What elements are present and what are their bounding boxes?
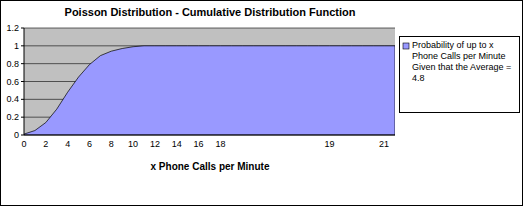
legend-box (400, 37, 520, 113)
chart-svg: 0 0.2 0.4 0.6 0.8 1 1.2 0 2 4 6 8 10 12 14 16 18 19 21 Pois… (0, 0, 523, 206)
area (24, 46, 395, 135)
x-tick-label: 14 (172, 139, 182, 149)
grid-line (24, 135, 395, 136)
x-tick-label: 0 (21, 139, 26, 149)
plot-area (24, 28, 395, 135)
x-tick-label: 19 (325, 139, 335, 149)
chart-frame (1, 1, 523, 206)
y-tick-label: 0.4 (6, 94, 19, 104)
grid-line (24, 28, 395, 29)
x-tick-label: 8 (109, 139, 114, 149)
legend-swatch (403, 43, 409, 49)
x-tick-label: 4 (65, 139, 70, 149)
series-group (24, 46, 395, 135)
y-axis (24, 28, 25, 135)
x-tick-label: 10 (128, 139, 138, 149)
x-axis-label: x Phone Calls per Minute (151, 161, 270, 172)
y-tick-label: 0.2 (6, 112, 19, 122)
x-tick-label: 6 (87, 139, 92, 149)
x-tick-label: 18 (215, 139, 225, 149)
title: Poisson Distribution - Cumulative Distri… (65, 6, 356, 18)
x-tick-label: 12 (150, 139, 160, 149)
x-tick-label: 21 (379, 139, 389, 149)
y-tick-label: 0.6 (6, 77, 19, 87)
y-tick-label: 1 (14, 41, 19, 51)
y-tick-label: 1.2 (6, 23, 19, 33)
y-tick-label: 0.8 (6, 59, 19, 69)
chart: 0 0.2 0.4 0.6 0.8 1 1.2 0 2 4 6 8 10 12 14 16 18 19 21 Pois… (0, 0, 523, 206)
x-tick-label: 2 (43, 139, 48, 149)
x-tick-label: 16 (194, 139, 204, 149)
y-tick-label: 0 (14, 130, 19, 140)
legend-label: Probability of up to x Phone Calls per M… (412, 40, 517, 84)
x-axis (24, 135, 395, 136)
